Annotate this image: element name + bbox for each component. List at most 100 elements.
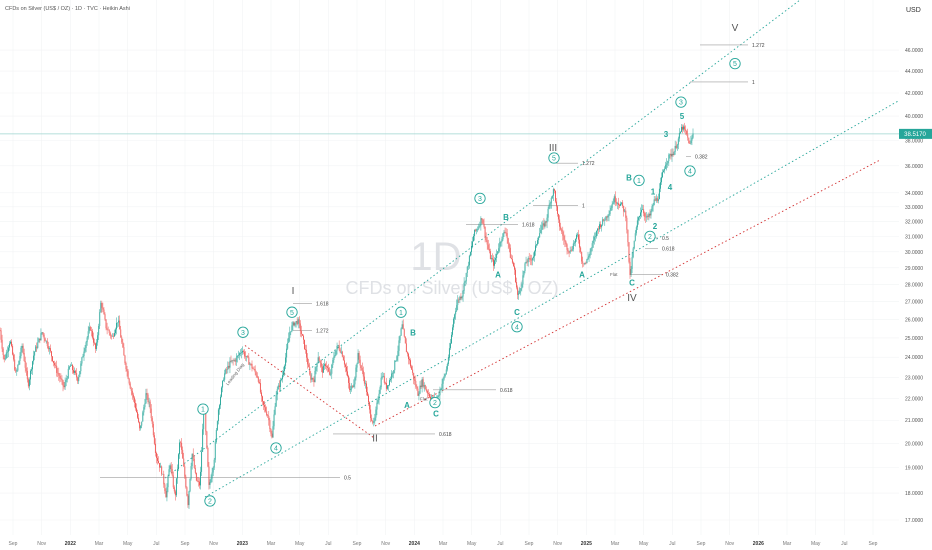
candle-body	[124, 355, 126, 364]
candle-body	[489, 251, 491, 260]
wave-label: 3	[664, 130, 669, 139]
price-axis[interactable]: 46.0000 44.0000 42.0000 40.0000 38.0000 36.00…	[905, 48, 923, 524]
candle-body	[146, 393, 148, 395]
candle-body	[94, 342, 95, 344]
candle-body	[392, 373, 394, 374]
candle-body	[174, 491, 176, 496]
candle-body	[261, 392, 262, 397]
candle-body	[440, 388, 442, 390]
chart-title: CFDs on Silver (US$ / OZ) · 1D · TVC · H…	[5, 6, 130, 12]
candle-body	[492, 258, 493, 260]
candle-body	[487, 244, 489, 249]
candle-body	[172, 475, 174, 488]
candle-body	[507, 238, 509, 244]
candle-body	[1, 339, 3, 349]
candle-body	[453, 318, 455, 328]
candle-body	[327, 366, 329, 369]
candle-body	[138, 417, 140, 423]
candle-body	[636, 220, 638, 228]
candle-body	[215, 429, 217, 443]
candle-body	[25, 367, 27, 371]
candle-body	[564, 239, 566, 242]
candle-body	[69, 365, 71, 367]
candle-body	[64, 382, 66, 388]
price-tick-label: 22.0000	[905, 396, 923, 402]
wave-label: 5	[290, 310, 294, 317]
candle-body	[79, 371, 81, 377]
fib-level-label: 1	[582, 203, 585, 209]
candle-body	[28, 379, 30, 387]
candle-body	[525, 261, 527, 264]
candle-body	[276, 389, 278, 395]
candle-body	[612, 202, 614, 204]
candle-body	[403, 329, 405, 337]
candle-body	[56, 365, 58, 373]
candle-body	[451, 334, 452, 344]
candle-body	[399, 335, 401, 341]
candle-body	[607, 215, 609, 218]
candle-body	[605, 216, 607, 221]
candle-body	[427, 393, 429, 395]
candle-body	[677, 138, 679, 145]
fib-level-label: 0.5	[662, 236, 669, 242]
candle-body	[580, 247, 582, 252]
candle-body	[517, 287, 519, 295]
candle-body	[52, 356, 53, 362]
candle-body	[586, 259, 588, 263]
candle-body	[630, 269, 632, 275]
candle-body	[296, 320, 298, 325]
time-axis[interactable]: Sep Nov 2022 Mar May Jul Sep Nov 2023 Mar May Jul Se…	[9, 541, 878, 547]
candle-body	[60, 378, 62, 380]
candle-body	[353, 384, 355, 387]
candle-body	[167, 476, 169, 488]
candle-body	[539, 233, 541, 238]
candle-body	[670, 153, 672, 157]
time-axis-bg	[0, 535, 932, 550]
candle-body	[479, 225, 481, 227]
candle-body	[11, 341, 12, 346]
price-tick-label: 28.0000	[905, 282, 923, 288]
candle-body	[93, 337, 94, 343]
candle-body	[262, 396, 263, 402]
candle-body	[295, 320, 297, 323]
candle-body	[339, 349, 341, 353]
candle-body	[471, 245, 472, 252]
wave-label: A	[404, 401, 410, 410]
candle-body	[118, 320, 120, 323]
candle-body	[388, 385, 389, 386]
candle-body	[350, 388, 352, 391]
candle-body	[357, 352, 359, 364]
candle-body	[51, 351, 52, 357]
candle-body	[547, 208, 549, 218]
candle-body	[166, 487, 168, 498]
candle-body	[243, 351, 245, 352]
candle-body	[664, 168, 666, 171]
candle-body	[120, 329, 122, 338]
candle-body	[154, 443, 156, 453]
candle-body	[27, 379, 29, 387]
candle-body	[153, 435, 155, 444]
fib-level-label: 1.272	[316, 328, 329, 334]
candle-body	[292, 322, 294, 326]
candle-body	[156, 452, 157, 458]
wave-label: 4	[515, 324, 519, 331]
candle-body	[518, 293, 520, 295]
candle-body	[641, 209, 642, 213]
wave-label: 5	[733, 61, 737, 68]
candle-body	[566, 244, 568, 250]
candle-body	[183, 458, 185, 467]
candle-body	[486, 240, 488, 245]
candle-body	[358, 352, 360, 360]
candle-body	[234, 359, 236, 362]
candle-body	[265, 407, 267, 412]
fib-level-label: 0.382	[695, 155, 708, 161]
price-tick-label: 40.0000	[905, 114, 923, 120]
channel-line	[204, 99, 901, 498]
candle-body	[231, 360, 233, 362]
candle-body	[553, 189, 555, 191]
wave-circle	[548, 152, 560, 164]
time-tick-label: Sep	[697, 541, 706, 547]
candle-body	[438, 395, 440, 396]
candle-body	[416, 386, 418, 389]
candle-body	[85, 342, 87, 349]
